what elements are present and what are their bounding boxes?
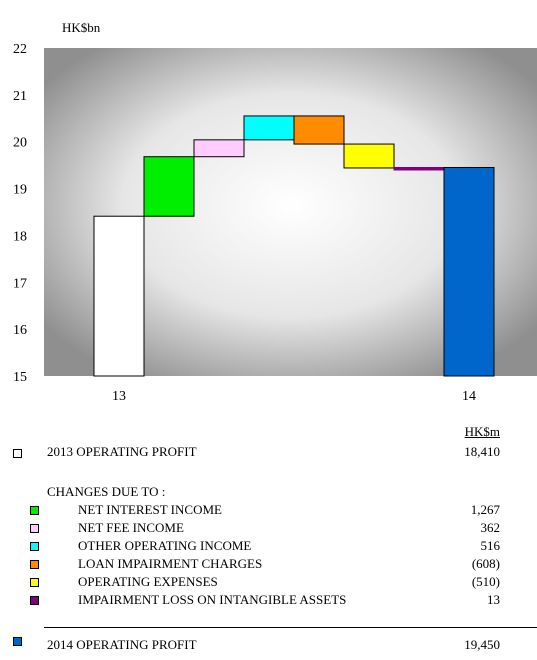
legend-item-label: NET FEE INCOME [78,520,184,536]
y-tick-label: 18 [13,229,27,244]
y-axis-unit-label: HK$bn [62,20,101,35]
legend-swatch [30,596,39,605]
waterfall-bar [244,116,294,140]
legend-item-label: LOAN IMPAIRMENT CHARGES [78,556,262,572]
legend-item-value: (608) [430,556,500,572]
legend-item-label: OPERATING EXPENSES [78,574,218,590]
legend-changes-heading: CHANGES DUE TO : [47,484,165,500]
legend-item-value: 362 [430,520,500,536]
x-tick-label: 14 [462,389,476,404]
legend-item-label: NET INTEREST INCOME [78,502,222,518]
legend-item-value: 13 [430,592,500,608]
legend-item-value: (510) [430,574,500,590]
legend-item-label: IMPAIRMENT LOSS ON INTANGIBLE ASSETS [78,592,346,608]
legend-swatch [30,506,39,515]
y-tick-label: 17 [13,276,27,291]
waterfall-bar [344,144,394,168]
waterfall-bar [294,116,344,144]
legend-swatch [30,524,39,533]
y-tick-label: 20 [13,136,27,151]
y-tick-label: 22 [13,42,27,57]
waterfall-bar [194,140,244,157]
legend-item-label: OTHER OPERATING INCOME [78,538,251,554]
waterfall-bar [394,167,444,170]
y-tick-label: 15 [13,370,27,385]
legend-item-value: 1,267 [430,502,500,518]
y-tick-label: 16 [13,323,27,338]
legend-start-value: 18,410 [430,444,500,460]
waterfall-bar [144,157,194,217]
x-tick-label: 13 [112,389,126,404]
y-tick-label: 19 [13,183,27,198]
waterfall-bar [444,167,494,376]
legend-swatch-end [13,637,22,646]
legend-unit-header: HK$m [430,424,500,440]
legend-swatch [30,560,39,569]
legend-swatch [30,542,39,551]
legend-swatch-start [13,449,22,458]
legend-divider [44,627,537,628]
legend-end-value: 19,450 [430,637,500,653]
waterfall-chart: HK$bn 22 21 20 19 18 17 16 15 13 14 [0,0,537,420]
legend-end-label: 2014 OPERATING PROFIT [47,637,197,653]
legend-swatch [30,578,39,587]
y-tick-label: 21 [13,89,27,104]
waterfall-bar [94,216,144,376]
legend-start-label: 2013 OPERATING PROFIT [47,444,197,460]
legend-item-value: 516 [430,538,500,554]
